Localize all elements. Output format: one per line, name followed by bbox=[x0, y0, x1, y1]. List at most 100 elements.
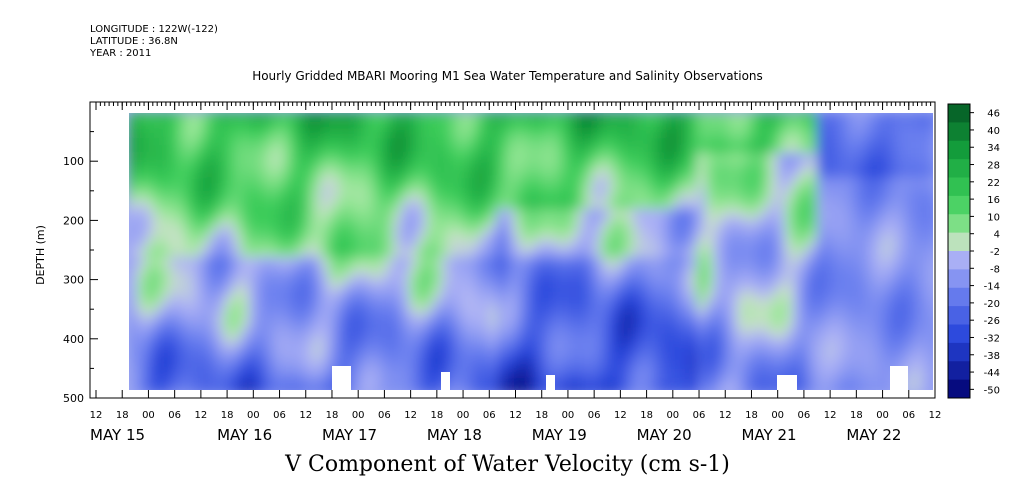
field-cell bbox=[873, 201, 882, 210]
field-cell bbox=[649, 177, 658, 186]
field-cell bbox=[633, 137, 642, 146]
field-cell bbox=[657, 145, 666, 154]
field-cell bbox=[833, 305, 842, 314]
field-cell bbox=[257, 273, 266, 282]
field-cell bbox=[753, 385, 762, 390]
x-hour-tick-label: 06 bbox=[588, 410, 601, 421]
field-cell bbox=[185, 217, 194, 226]
field-cell bbox=[377, 345, 386, 354]
field-cell bbox=[849, 369, 858, 378]
field-cell bbox=[729, 241, 738, 250]
field-cell bbox=[153, 241, 162, 250]
field-cell bbox=[193, 273, 202, 282]
field-cell bbox=[745, 329, 754, 338]
field-cell bbox=[353, 353, 362, 362]
field-cell bbox=[481, 217, 490, 226]
field-cell bbox=[609, 241, 618, 250]
field-cell bbox=[249, 273, 258, 282]
field-cell bbox=[705, 377, 714, 386]
field-cell bbox=[665, 161, 674, 170]
field-cell bbox=[545, 185, 554, 194]
field-cell bbox=[265, 361, 274, 370]
field-cell bbox=[673, 265, 682, 274]
field-cell bbox=[193, 289, 202, 298]
field-cell bbox=[161, 313, 170, 322]
field-cell bbox=[913, 289, 922, 298]
field-cell bbox=[401, 273, 410, 282]
field-cell bbox=[745, 249, 754, 258]
field-cell bbox=[433, 321, 442, 330]
field-cell bbox=[345, 137, 354, 146]
field-cell bbox=[913, 305, 922, 314]
field-cell bbox=[785, 217, 794, 226]
field-cell bbox=[897, 297, 906, 306]
field-cell bbox=[537, 337, 546, 346]
field-cell bbox=[785, 353, 794, 362]
field-cell bbox=[585, 297, 594, 306]
year-label: YEAR : 2011 bbox=[90, 48, 152, 59]
field-cell bbox=[257, 337, 266, 346]
field-cell bbox=[161, 329, 170, 338]
field-cell bbox=[497, 169, 506, 178]
field-cell bbox=[801, 361, 810, 370]
field-cell bbox=[137, 113, 146, 122]
field-cell bbox=[473, 313, 482, 322]
field-cell bbox=[697, 353, 706, 362]
field-cell bbox=[321, 377, 330, 386]
field-cell bbox=[545, 313, 554, 322]
field-cell bbox=[537, 201, 546, 210]
field-cell bbox=[745, 217, 754, 226]
field-cell bbox=[465, 265, 474, 274]
field-cell bbox=[353, 249, 362, 258]
field-cell bbox=[537, 265, 546, 274]
field-cell bbox=[633, 193, 642, 202]
field-cell bbox=[201, 353, 210, 362]
field-cell bbox=[865, 129, 874, 138]
field-cell bbox=[609, 337, 618, 346]
field-cell bbox=[721, 345, 730, 354]
field-cell bbox=[849, 129, 858, 138]
field-cell bbox=[305, 233, 314, 242]
field-cell bbox=[297, 257, 306, 266]
field-cell bbox=[897, 241, 906, 250]
field-cell bbox=[649, 217, 658, 226]
field-cell bbox=[665, 369, 674, 378]
field-cell bbox=[545, 265, 554, 274]
field-cell bbox=[665, 209, 674, 218]
field-cell bbox=[513, 185, 522, 194]
field-cell bbox=[449, 321, 458, 330]
field-cell bbox=[249, 361, 258, 370]
field-cell bbox=[649, 145, 658, 154]
field-cell bbox=[409, 169, 418, 178]
field-cell bbox=[297, 273, 306, 282]
field-cell bbox=[473, 369, 482, 378]
field-cell bbox=[905, 177, 914, 186]
field-cell bbox=[481, 281, 490, 290]
field-cell bbox=[553, 201, 562, 210]
field-cell bbox=[873, 241, 882, 250]
field-cell bbox=[305, 113, 314, 122]
field-cell bbox=[561, 345, 570, 354]
field-cell bbox=[497, 329, 506, 338]
field-cell bbox=[177, 353, 186, 362]
x-hour-tick-label: 06 bbox=[378, 410, 391, 421]
field-cell bbox=[369, 337, 378, 346]
field-cell bbox=[193, 145, 202, 154]
field-cell bbox=[617, 329, 626, 338]
field-cell bbox=[385, 313, 394, 322]
field-cell bbox=[745, 113, 754, 122]
field-cell bbox=[497, 185, 506, 194]
field-cell bbox=[329, 137, 338, 146]
field-cell bbox=[785, 329, 794, 338]
field-cell bbox=[609, 225, 618, 234]
field-cell bbox=[729, 185, 738, 194]
field-cell bbox=[441, 313, 450, 322]
field-cell bbox=[849, 257, 858, 266]
field-cell bbox=[553, 161, 562, 170]
field-cell bbox=[721, 225, 730, 234]
colorbar-label: 10 bbox=[987, 212, 1000, 223]
field-cell bbox=[825, 225, 834, 234]
field-cell bbox=[409, 217, 418, 226]
field-cell bbox=[521, 337, 530, 346]
field-cell bbox=[857, 321, 866, 330]
